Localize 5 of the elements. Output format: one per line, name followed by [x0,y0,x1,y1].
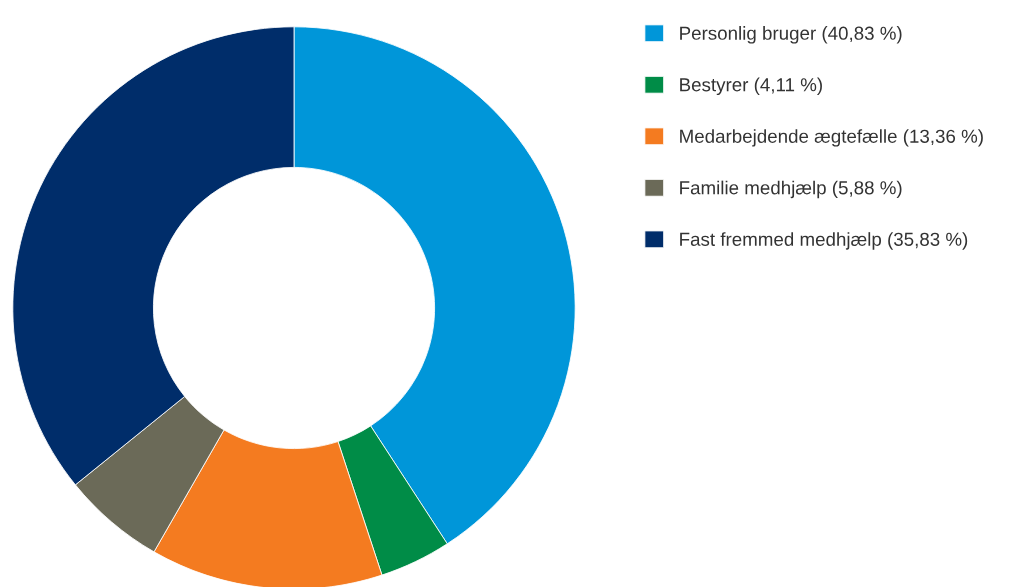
legend-label: Fast fremmed medhjælp (35,83 %) [680,232,968,250]
legend-label: Familie medhjælp (5,88 %) [680,180,902,199]
legend-label: Personlig bruger (40,83 %) [680,26,902,44]
legend-label: Medarbejdende ægtefælle (13,36 %) [680,129,983,147]
legend-label: Bestyrer (4,11 %) [680,77,822,96]
